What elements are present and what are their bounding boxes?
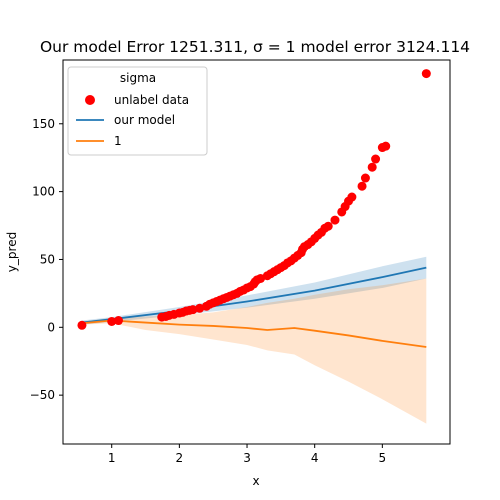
axes-frame	[62, 59, 451, 445]
x-axis-label: x	[252, 474, 259, 488]
y-axis: −50 0 50 100 150	[30, 117, 63, 402]
scatter-point	[256, 273, 266, 283]
y-axis-label: y_pred	[5, 232, 19, 272]
legend-label-unlabel-data: unlabel data	[114, 93, 189, 107]
x-tick-label: 5	[379, 451, 387, 465]
legend-label-our-model: our model	[114, 113, 175, 127]
y-tick-label: 150	[32, 117, 55, 131]
x-tick-label: 3	[243, 451, 251, 465]
scatter-point	[367, 162, 377, 172]
x-tick-label: 1	[108, 451, 116, 465]
scatter-point	[77, 320, 87, 330]
x-axis: 1 2 3 4 5	[108, 444, 386, 465]
legend-marker-unlabel-data	[85, 95, 95, 105]
scatter-point	[421, 69, 431, 79]
y-tick-label: −50	[30, 388, 55, 402]
scatter-point	[371, 154, 381, 164]
scatter-point	[357, 181, 367, 191]
scatter-point	[330, 215, 340, 225]
series-line-sigma-1	[81, 319, 427, 348]
scatter-point	[195, 303, 205, 313]
chart-title: Our model Error 1251.311, σ = 1 model er…	[40, 38, 470, 56]
y-tick-label: 0	[47, 320, 55, 334]
legend-box	[67, 66, 208, 156]
scatter-point	[188, 305, 198, 315]
scatter-point	[347, 192, 357, 202]
plot-area	[77, 69, 431, 424]
scatter-point	[381, 141, 391, 151]
legend: sigma unlabel data our model 1	[67, 66, 208, 156]
scatter-point	[107, 316, 117, 326]
x-tick-label: 4	[311, 451, 319, 465]
y-tick-label: 100	[32, 185, 55, 199]
x-tick-label: 2	[176, 451, 184, 465]
confidence-band-sigma-1	[81, 278, 427, 424]
y-tick-label: 50	[40, 252, 55, 266]
legend-title: sigma	[120, 71, 156, 85]
scatter-point	[360, 173, 370, 183]
legend-label-sigma-1: 1	[114, 134, 122, 148]
scatter-point	[113, 316, 123, 326]
scatter-point	[323, 221, 333, 231]
